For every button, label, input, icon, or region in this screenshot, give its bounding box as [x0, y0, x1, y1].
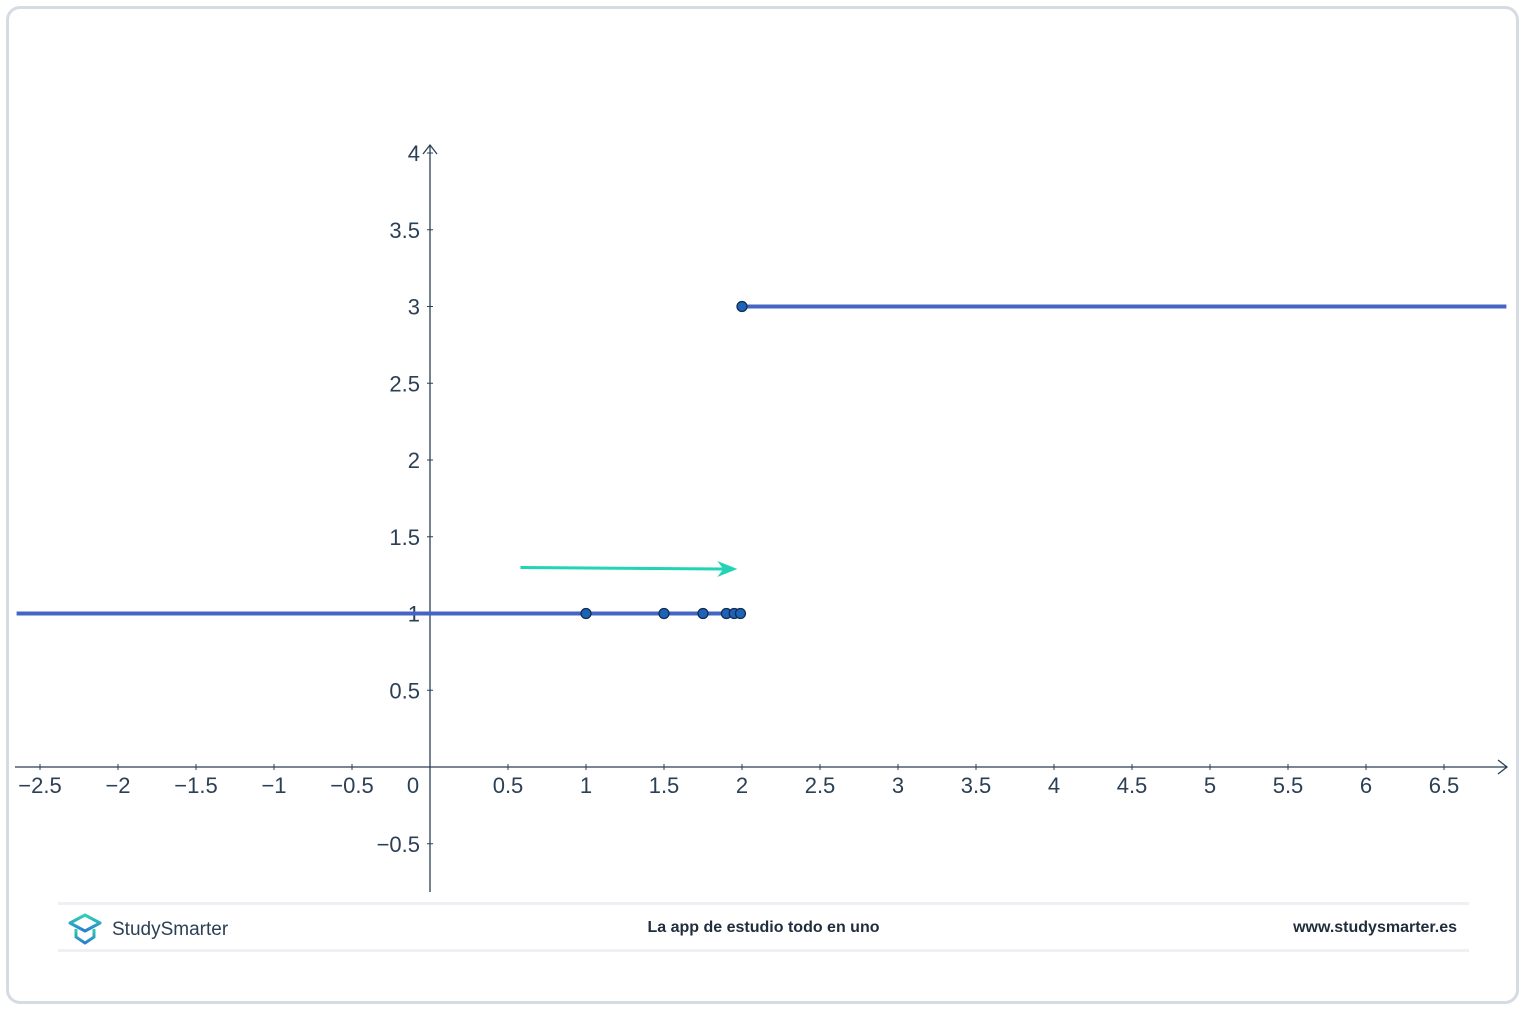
approach-arrow	[520, 560, 738, 577]
data-point	[658, 607, 670, 620]
x-tick-label: 2.5	[805, 773, 836, 798]
y-axis-ticks: −0.50.511.522.533.54	[377, 141, 433, 857]
studysmarter-logo-icon	[68, 913, 102, 945]
x-tick-label: −0.5	[330, 773, 373, 798]
axes	[15, 143, 1509, 892]
x-tick-label: 5	[1204, 773, 1216, 798]
y-tick-label: 2.5	[389, 371, 420, 396]
x-tick-label: 0	[407, 773, 419, 798]
x-axis-ticks: −2.5 −2 −1.5 −1 −0.5 0 0.5 1 1.5 2 2.5 3 3.5 4 4.5 5 5.5…	[18, 764, 1459, 798]
footer-bar: StudySmarter La app de estudio todo en u…	[58, 902, 1469, 952]
data-point	[580, 607, 592, 620]
brand: StudySmarter	[66, 913, 228, 947]
x-tick-label: −2	[105, 773, 130, 798]
x-tick-label: 4.5	[1117, 773, 1148, 798]
x-tick-label: −1	[261, 773, 286, 798]
y-tick-label: 2	[408, 448, 420, 473]
x-axis-arrow-icon	[1497, 759, 1509, 775]
arrow-shaft	[520, 565, 724, 571]
data-point	[734, 607, 747, 620]
x-tick-label: 6	[1360, 773, 1372, 798]
y-tick-label: 3	[408, 295, 420, 320]
data-point	[736, 300, 748, 313]
y-tick-label: 0.5	[389, 678, 420, 703]
x-tick-label: 6.5	[1429, 773, 1460, 798]
data-series	[16, 304, 1507, 616]
brand-name: StudySmarter	[112, 919, 229, 940]
chart-frame	[6, 6, 1519, 1004]
y-tick-label: −0.5	[377, 832, 420, 857]
x-tick-label: −1.5	[174, 773, 217, 798]
website-url[interactable]: www.studysmarter.es	[1293, 919, 1457, 936]
data-point	[697, 607, 709, 620]
y-tick-label: 1.5	[389, 525, 420, 550]
x-tick-label: 0.5	[493, 773, 524, 798]
arrow-head-icon	[717, 560, 738, 577]
data-points	[580, 300, 748, 620]
x-tick-label: 5.5	[1273, 773, 1304, 798]
x-tick-label: 3.5	[961, 773, 992, 798]
y-tick-label: 4	[408, 141, 420, 166]
x-tick-label: 1.5	[649, 773, 680, 798]
x-tick-label: 2	[736, 773, 748, 798]
y-axis-arrow-icon	[422, 143, 438, 155]
x-tick-label: 3	[892, 773, 904, 798]
y-tick-label: 3.5	[389, 218, 420, 243]
x-tick-label: 4	[1048, 773, 1060, 798]
x-tick-label: 1	[580, 773, 592, 798]
x-tick-label: −2.5	[18, 773, 61, 798]
tagline: La app de estudio todo en uno	[647, 919, 880, 936]
